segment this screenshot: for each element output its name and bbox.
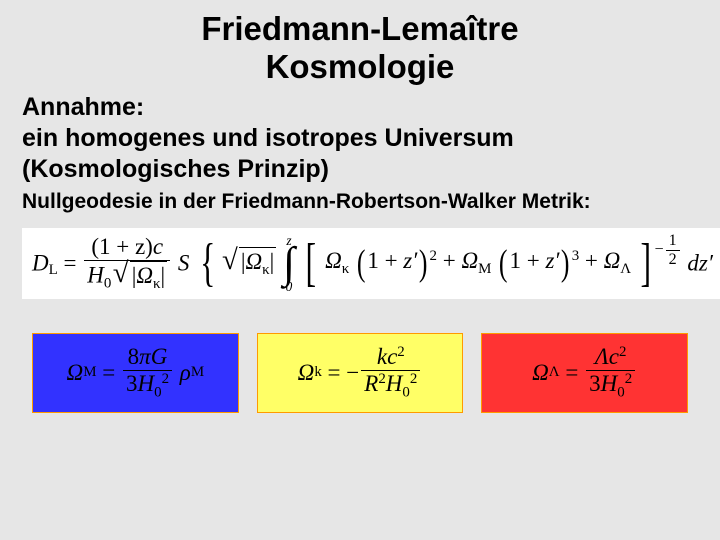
t-om: Ω — [462, 248, 479, 273]
ok-minus: − — [346, 360, 359, 386]
sym-dz: dz′ — [687, 250, 712, 275]
rad-omega-2: Ω — [246, 249, 263, 274]
integral: z ∫ 0 — [283, 234, 295, 293]
ol-H2: 2 — [625, 371, 632, 387]
t-om-s: M — [478, 262, 491, 278]
ok-k: k — [377, 344, 387, 369]
rad-omega-1: Ω — [136, 263, 153, 288]
assumption-line-1: Annahme: — [22, 93, 144, 121]
ol-H0: 0 — [617, 385, 624, 401]
ok-lhs: Ω — [298, 360, 315, 386]
ol-lhs: Ω — [532, 360, 549, 386]
om-H2: 2 — [162, 371, 169, 387]
t-ol: Ω — [604, 248, 621, 273]
assumption-line-2: ein homogenes und isotropes Universum — [22, 124, 514, 152]
nh-d: 2 — [666, 251, 680, 269]
t-ok-s: κ — [342, 262, 350, 278]
ol-3: 3 — [589, 372, 601, 397]
zp2: z′ — [545, 248, 559, 273]
ol-c2: 2 — [619, 344, 626, 360]
rad-omega-1-sub: κ — [153, 276, 161, 292]
om-frac: 8πG 3H02 — [123, 344, 172, 401]
exp-neg-half: −12 — [655, 241, 682, 258]
ok-H0: 0 — [402, 385, 409, 401]
om-lhs: Ω — [67, 360, 84, 386]
om-rho: ρ — [180, 360, 191, 386]
omega-k-box: Ωk = − kc2 R2H02 — [257, 333, 464, 413]
ol-lhs-s: Λ — [549, 364, 560, 381]
ok-frac: kc2 R2H02 — [361, 344, 420, 402]
num-c: c — [153, 234, 163, 259]
ol-L: Λ — [595, 344, 609, 369]
ol-c: c — [609, 344, 619, 369]
om-pi: π — [139, 344, 151, 369]
subheading: Nullgeodesie in der Friedmann-Robertson-… — [22, 190, 698, 214]
term-omega-k: Ωκ (1 + z′)2 + ΩM (1 + z′)3 + ΩΛ — [325, 248, 637, 273]
sym-DL-sub: L — [49, 262, 58, 278]
sym-S: S — [178, 250, 190, 275]
om-8: 8 — [128, 344, 140, 369]
om-3: 3 — [126, 371, 138, 396]
den-H: H — [87, 262, 104, 287]
ok-H: H — [386, 372, 403, 397]
t-ol-s: Λ — [620, 262, 631, 278]
t-ok: Ω — [325, 248, 342, 273]
om-lhs-s: M — [83, 364, 96, 381]
frac-prefactor: (1 + z)c H0 |Ωκ| — [84, 234, 170, 293]
om-rho-s: M — [191, 364, 204, 381]
om-H0: 0 — [154, 385, 161, 401]
slide: Friedmann-Lemaître Kosmologie Annahme: e… — [0, 0, 720, 540]
sqrt-omega-k-1: |Ωκ| — [117, 261, 167, 293]
title-line-1: Friedmann-Lemaître — [201, 10, 518, 47]
ok-R2: 2 — [378, 371, 385, 387]
omega-boxes-row: ΩM = 8πG 3H02 ρM Ωk = − kc2 R2H02 ΩΛ = Λ… — [22, 333, 698, 413]
nh-n: 1 — [666, 232, 680, 251]
zp1: z′ — [403, 248, 417, 273]
om-G: G — [151, 344, 168, 369]
ok-H2: 2 — [410, 371, 417, 387]
assumption-block: Annahme: ein homogenes und isotropes Uni… — [22, 92, 698, 186]
ok-c: c — [387, 344, 397, 369]
ok-R: R — [364, 372, 378, 397]
om-H: H — [137, 371, 154, 396]
assumption-line-3: (Kosmologisches Prinzip) — [22, 155, 329, 183]
title-line-2: Kosmologie — [266, 48, 455, 85]
ol-frac: Λc2 3H02 — [586, 344, 635, 402]
rad-omega-2-sub: κ — [262, 262, 270, 278]
omega-m-box: ΩM = 8πG 3H02 ρM — [32, 333, 239, 413]
ok-lhs-s: k — [314, 364, 321, 381]
main-equation: DL = (1 + z)c H0 |Ωκ| S { |Ωκ| z ∫ 0 [ Ω… — [22, 228, 720, 299]
sqrt-omega-k-2: |Ωκ| — [226, 247, 276, 279]
slide-title: Friedmann-Lemaître Kosmologie — [22, 10, 698, 86]
sym-eq-1: = — [64, 250, 77, 275]
main-equation-container: DL = (1 + z)c H0 |Ωκ| S { |Ωκ| z ∫ 0 [ Ω… — [22, 228, 698, 299]
sym-DL: D — [32, 250, 49, 275]
den-H-sub: 0 — [104, 275, 111, 291]
ol-H: H — [601, 372, 618, 397]
num-1pz: (1 + z) — [91, 234, 153, 259]
ok-c2: 2 — [397, 344, 404, 360]
omega-lambda-box: ΩΛ = Λc2 3H02 — [481, 333, 688, 413]
